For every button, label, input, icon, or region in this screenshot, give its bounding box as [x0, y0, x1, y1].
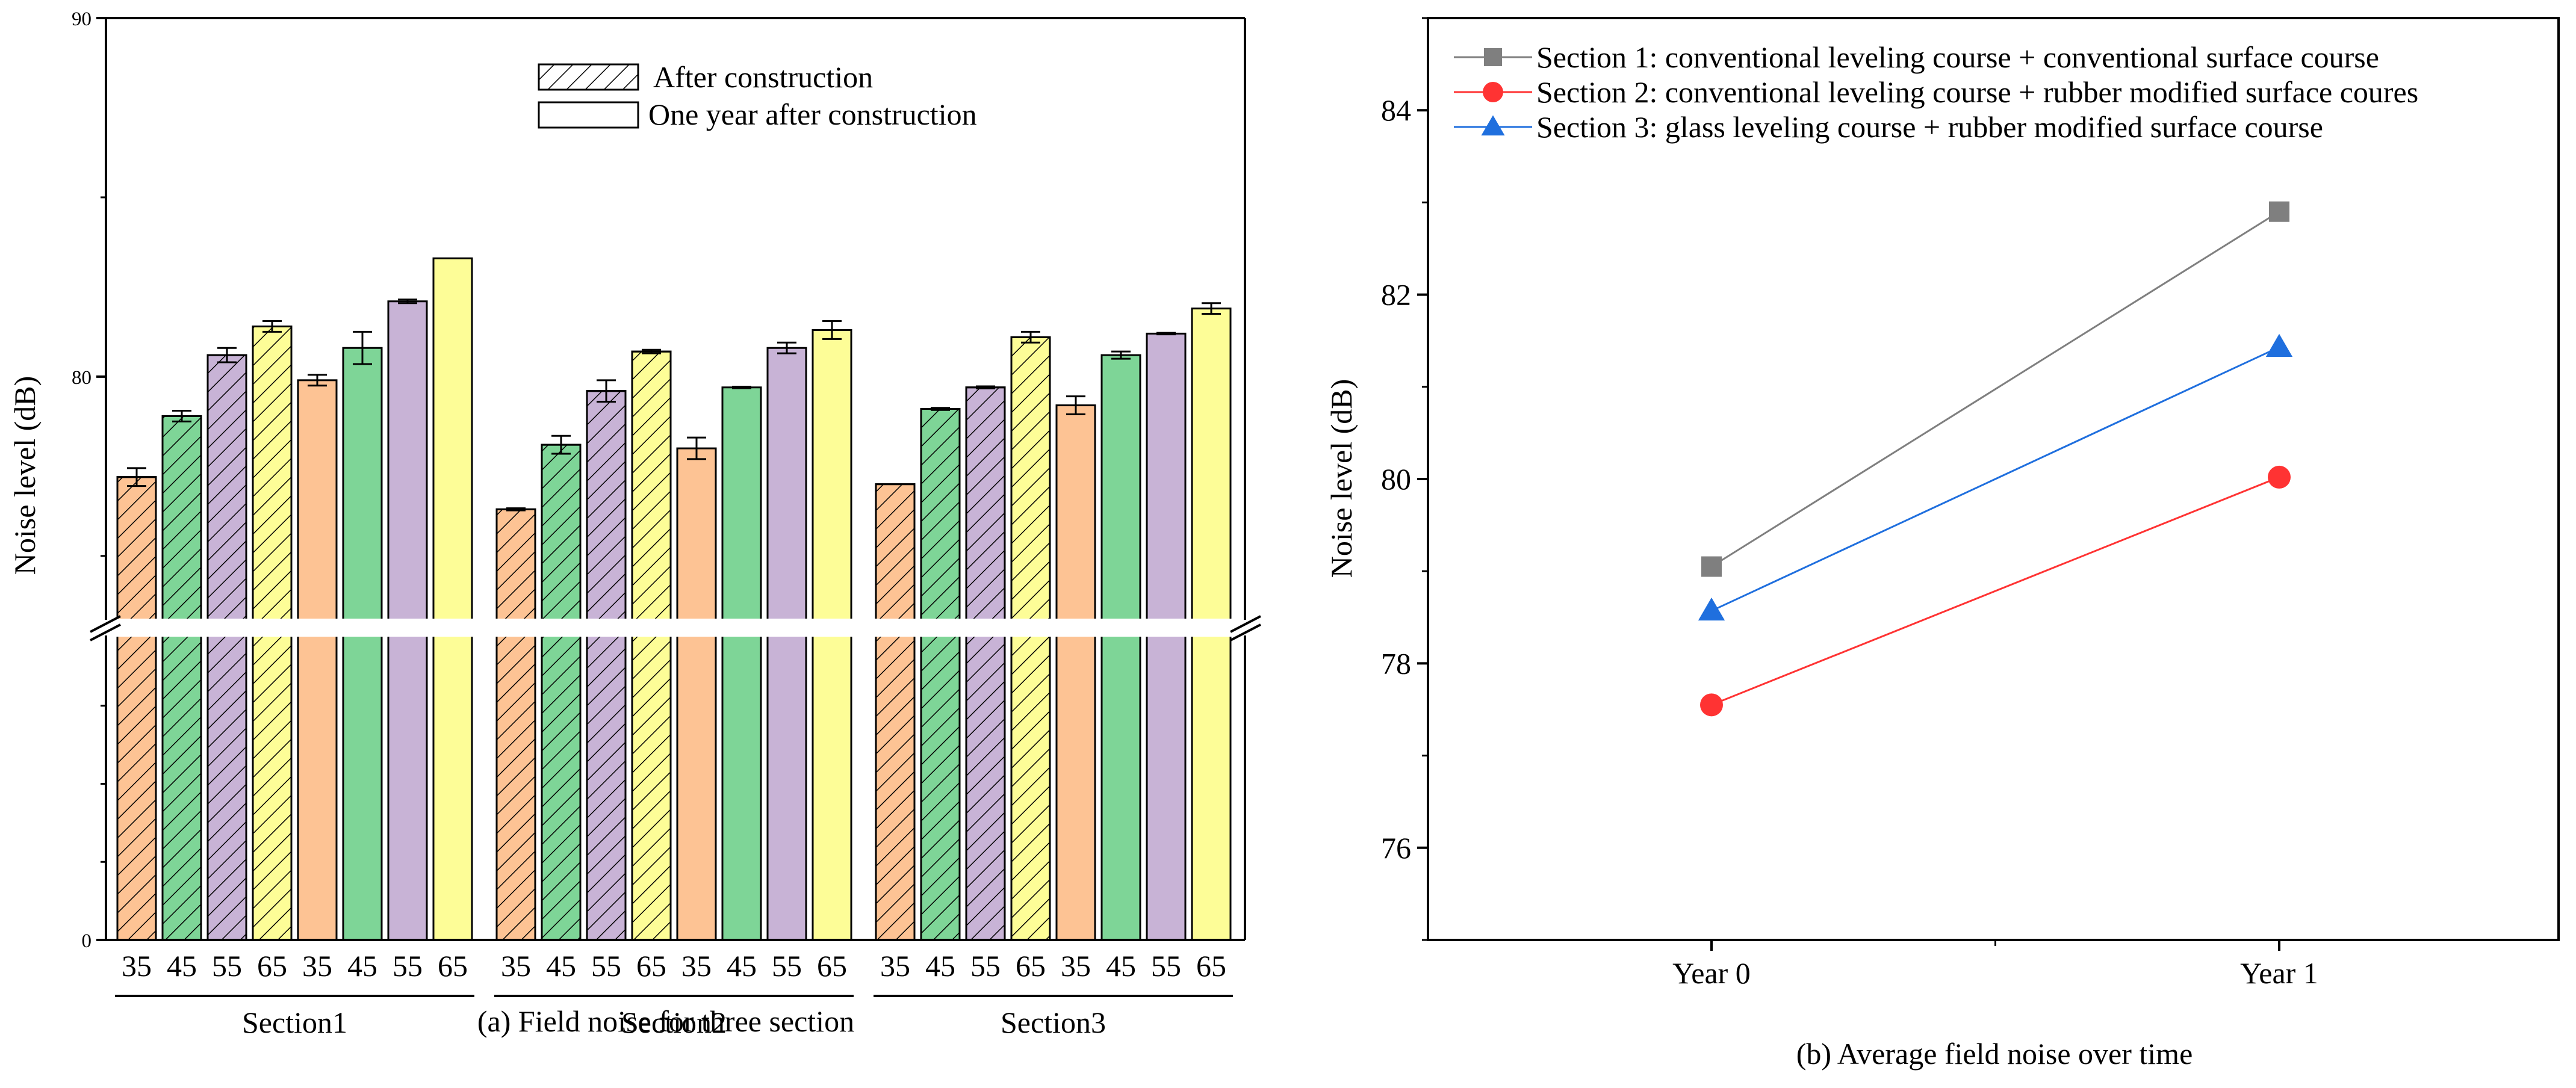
y-ticks-b: 76 78 80 82 84 [1381, 17, 1428, 941]
axis-break-mark-right-upper [1230, 615, 1261, 633]
legend-swatch-one-year [538, 101, 639, 129]
bar-hatch-section2-45 [541, 444, 582, 940]
legend-b: Section 1: conventional leveling course … [1454, 40, 2418, 144]
x-tick-label: 35 [302, 949, 332, 983]
x-tick-label: 65 [1196, 949, 1226, 983]
bar-section3-oneyear-35 [1055, 404, 1096, 940]
legend-marker-3 [1481, 115, 1505, 136]
section-label: Section1 [242, 1006, 347, 1039]
bar-section3-oneyear-45 [1100, 354, 1141, 940]
series-marker-2 [2268, 465, 2291, 489]
series-line-2 [1711, 476, 2280, 706]
legend: After construction One year after constr… [538, 60, 977, 131]
legend-marker-1 [1484, 48, 1502, 66]
series-marker-1 [2269, 201, 2289, 222]
x-tick-label: 55 [970, 949, 1001, 983]
x-tick-label: 45 [1106, 949, 1136, 983]
x-ticks: 35 45 55 65 35 45 55 65 Section1 35 45 55 65 35 45 55 65… [115, 949, 1233, 1039]
series-line-3 [1711, 346, 2280, 612]
bar-section2-oneyear-45 [721, 386, 762, 940]
x-tick-label: 65 [636, 949, 666, 983]
x-tick-label: 55 [591, 949, 621, 983]
x-tick-label: 45 [925, 949, 955, 983]
bar-hatch-section1-35 [116, 476, 157, 940]
bar-section1-oneyear-45 [342, 347, 383, 940]
bar-hatch-section3-55 [965, 386, 1006, 940]
error-bars [127, 298, 1221, 512]
section-label: Section2 [621, 1006, 727, 1039]
bar-section2-oneyear-55 [766, 347, 807, 940]
y-ticks: 0 80 90 [72, 8, 106, 952]
legend-swatch-after [538, 63, 639, 91]
bar-section2-oneyear-35 [676, 447, 717, 940]
y-tick-label-b: 76 [1381, 831, 1411, 865]
x-tick-label: 55 [1151, 949, 1181, 983]
y-axis-label: Noise level (dB) [8, 376, 42, 575]
axis-break-mark-left-upper [90, 615, 121, 633]
y-tick-label-b: 84 [1381, 93, 1411, 127]
x-tick-label: 55 [393, 949, 423, 983]
x-ticks-b: Year 0 Year 1 [1672, 940, 2318, 990]
bar-hatch-section3-65 [1010, 336, 1051, 940]
axis-break-mark-right-lower [1230, 623, 1261, 641]
x-tick-label: 35 [880, 949, 910, 983]
x-tick-label: 35 [1061, 949, 1091, 983]
x-tick-label: 45 [546, 949, 576, 983]
x-tick-label: 65 [257, 949, 287, 983]
x-tick-label: 35 [501, 949, 531, 983]
y-axis-label-b: Noise level (dB) [1324, 379, 1358, 578]
y-tick-label-b: 82 [1381, 278, 1411, 312]
y-tick-label: 80 [72, 367, 92, 389]
x-tick-label: 35 [122, 949, 152, 983]
axis-break-gap [96, 619, 1255, 637]
y-tick-label: 90 [72, 8, 92, 30]
y-tick-label: 0 [82, 930, 92, 952]
caption-a: (a) Field noise for three section [477, 1004, 854, 1038]
x-tick-label: 45 [727, 949, 757, 983]
legend-label-after: After construction [653, 60, 873, 94]
legend-marker-2 [1483, 82, 1503, 102]
bar-hatch-section3-35 [875, 483, 916, 940]
bar-section3-oneyear-55 [1146, 332, 1187, 940]
bar-hatch-section2-35 [495, 508, 536, 940]
axis-frame [105, 17, 1246, 941]
series-markers [1698, 201, 2293, 717]
series-marker-3 [2265, 333, 2293, 357]
x-tick-label: 55 [212, 949, 242, 983]
bar-section1-oneyear-65 [432, 257, 473, 940]
x-tick-label: 55 [772, 949, 802, 983]
x-tick-label: 35 [681, 949, 712, 983]
line-chart-panel: 76 78 80 82 84 Year 0 Year 1 Noise level (dB)… [1324, 17, 2560, 1071]
legend-label-3: Section 3: glass leveling course + rubbe… [1536, 110, 2323, 144]
bar-hatch-section2-65 [631, 350, 672, 940]
x-tick-label: 65 [817, 949, 847, 983]
bar-hatch-section2-55 [586, 390, 627, 940]
axis-break-mark-left-lower [90, 623, 121, 641]
bar-section1-oneyear-35 [297, 379, 338, 940]
caption-b: (b) Average field noise over time [1796, 1037, 2193, 1071]
x-tick-label-b: Year 0 [1672, 956, 1751, 990]
x-tick-label-b: Year 1 [2240, 956, 2318, 990]
y-tick-label-b: 80 [1381, 462, 1411, 496]
bar-marks [116, 257, 1232, 940]
x-tick-label: 45 [347, 949, 377, 983]
series-marker-3 [1698, 597, 1725, 621]
bar-hatch-section1-55 [206, 354, 247, 940]
x-tick-label: 65 [438, 949, 468, 983]
legend-label-2: Section 2: conventional leveling course … [1536, 75, 2418, 109]
legend-label-1: Section 1: conventional leveling course … [1536, 40, 2379, 74]
series-marker-2 [1700, 693, 1723, 717]
legend-label-one-year: One year after construction [648, 97, 977, 131]
series-marker-1 [1701, 556, 1722, 577]
series-lines [1711, 211, 2280, 706]
section-label: Section3 [1001, 1006, 1106, 1039]
x-tick-label: 45 [167, 949, 197, 983]
series-line-1 [1711, 211, 2280, 567]
x-tick-label: 65 [1016, 949, 1046, 983]
y-tick-label-b: 78 [1381, 646, 1411, 680]
bar-hatch-section1-45 [161, 415, 202, 940]
bar-hatch-section3-45 [920, 408, 961, 940]
